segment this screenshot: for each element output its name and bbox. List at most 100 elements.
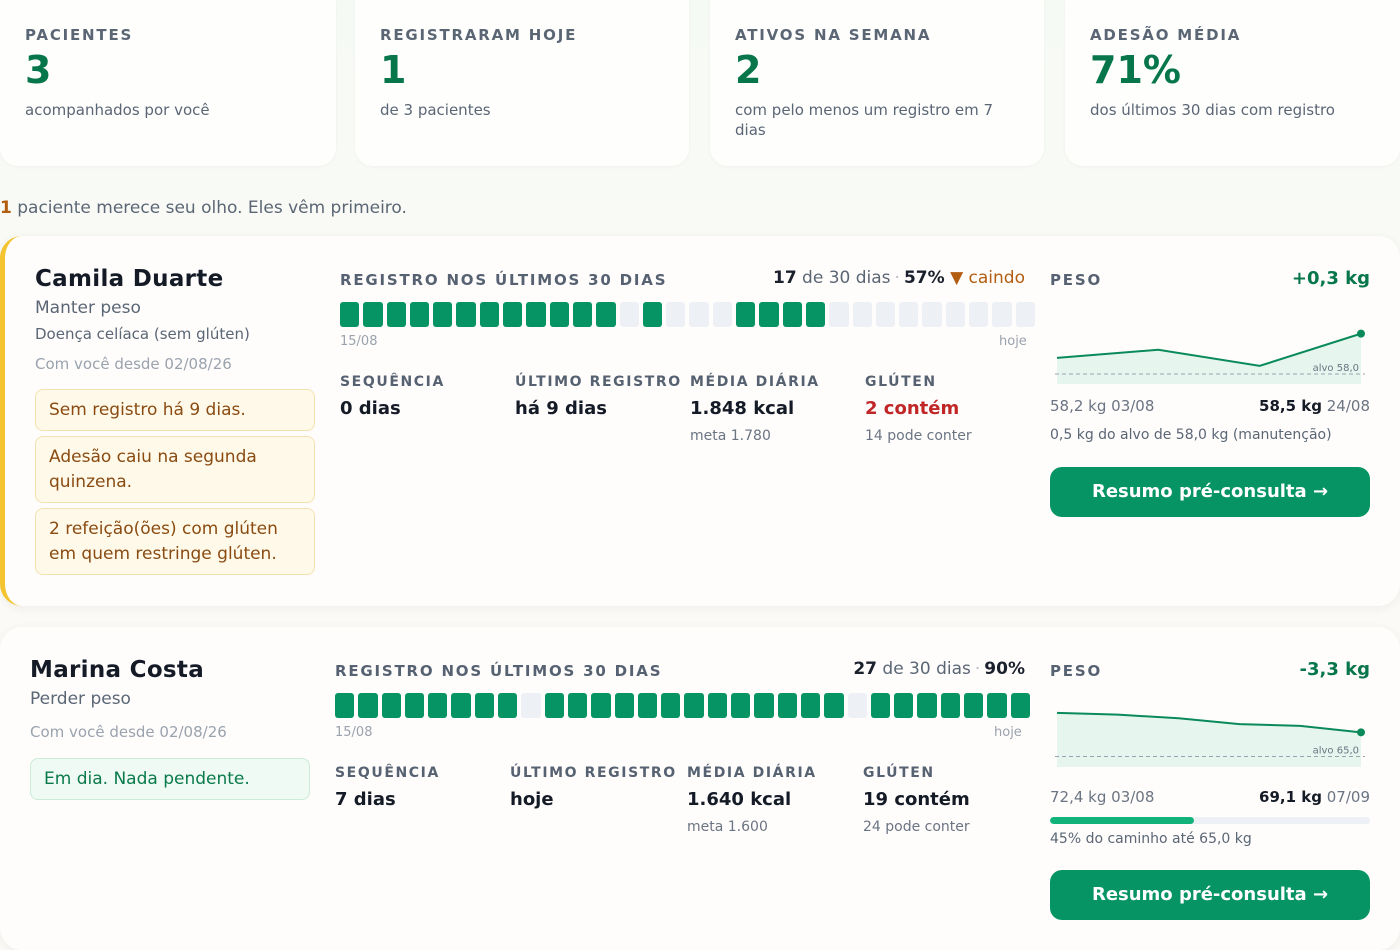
day-logged [381, 693, 401, 718]
day-logged [451, 693, 471, 718]
log-of: de 30 dias [796, 268, 891, 288]
day-logged [549, 302, 569, 327]
day-missed [969, 302, 989, 327]
metric-sub: 24 pode conter [863, 819, 970, 835]
log-percent: 90% [984, 659, 1025, 679]
day-logged [386, 302, 406, 327]
patient-name[interactable]: Camila Duarte [35, 266, 224, 292]
stat-label: REGISTRARAM HOJE [380, 26, 578, 44]
patient-since: Com você desde 02/08/26 [35, 355, 232, 373]
day-missed [521, 693, 541, 718]
stat-card-adherence: ADESÃO MÉDIA 71% dos últimos 30 dias com… [1065, 0, 1400, 166]
day-missed [852, 302, 872, 327]
day-logged [428, 693, 448, 718]
weight-note: 45% do caminho até 65,0 kg [1050, 831, 1252, 847]
day-logged [777, 693, 797, 718]
day-logged [358, 693, 378, 718]
metric-label: ÚLTIMO REGISTRO [510, 765, 677, 781]
metric-gluten: GLÚTEN 19 contém 24 pode conter [863, 765, 970, 835]
day-logged [456, 302, 476, 327]
metric-label: GLÚTEN [863, 765, 935, 781]
log-section-title: REGISTRO NOS ÚLTIMOS 30 DIAS [335, 662, 663, 680]
stat-label: ADESÃO MÉDIA [1090, 26, 1242, 44]
weight-section-title: PESO [1050, 662, 1102, 680]
patient-name[interactable]: Marina Costa [30, 657, 205, 683]
day-logged [479, 302, 500, 327]
day-logged [805, 302, 826, 327]
axis-start: 15/08 [335, 725, 373, 740]
pre-consult-summary-button[interactable]: Resumo pré-consulta → [1050, 870, 1370, 920]
day-missed [829, 302, 849, 327]
stat-value: 71% [1090, 48, 1181, 92]
day-logged [870, 693, 891, 718]
day-missed [945, 302, 966, 327]
axis-end: hoje [999, 334, 1027, 349]
metric-last-log: ÚLTIMO REGISTRO hoje [510, 765, 677, 810]
stat-card-logged-today: REGISTRARAM HOJE 1 de 3 pacientes [355, 0, 689, 166]
weight-delta: -3,3 kg [1299, 659, 1370, 680]
weight-section-title: PESO [1050, 271, 1102, 289]
day-missed [875, 302, 896, 327]
day-missed [992, 302, 1012, 327]
patient-card-marina[interactable]: Marina Costa Perder peso Com você desde … [0, 627, 1400, 950]
day-logged [754, 693, 774, 718]
log-count: 17 [772, 268, 797, 288]
log-summary: 17 de 30 dias · 57% ▼ caindo [772, 268, 1025, 288]
pre-consult-summary-button[interactable]: Resumo pré-consulta → [1050, 467, 1370, 517]
day-missed [847, 693, 867, 718]
day-logged [964, 693, 984, 718]
day-logged [637, 693, 658, 718]
patient-goal: Perder peso [30, 689, 131, 709]
day-logged [940, 693, 961, 718]
stat-card-active-week: ATIVOS NA SEMANA 2 com pelo menos um reg… [710, 0, 1044, 166]
day-logged [1010, 693, 1030, 718]
stat-value: 2 [735, 48, 762, 92]
day-logged [684, 693, 704, 718]
metric-daily-average: MÉDIA DIÁRIA 1.640 kcal meta 1.600 [687, 765, 817, 835]
day-logged [917, 693, 937, 718]
day-missed [712, 302, 733, 327]
weight-sparkline: alvo 65,0 [1055, 711, 1365, 767]
day-logged [335, 693, 355, 718]
stat-sub: de 3 pacientes [380, 101, 491, 119]
log-percent: 57% [903, 268, 945, 288]
metric-value: 19 contém [863, 789, 970, 810]
stat-label: PACIENTES [25, 26, 134, 44]
day-logged [363, 302, 383, 327]
day-missed [666, 302, 686, 327]
day-logged [404, 693, 425, 718]
weight-last-point [1357, 728, 1365, 737]
day-logged [591, 693, 611, 718]
day-logged [800, 693, 821, 718]
alert-flag: Adesão caiu na segunda quinzena. [35, 436, 315, 503]
day-logged [433, 302, 453, 327]
day-missed [619, 302, 639, 327]
metric-gluten: GLÚTEN 2 contém 14 pode conter [865, 374, 972, 444]
weight-note: 0,5 kg do alvo de 58,0 kg (manutenção) [1050, 427, 1332, 443]
day-missed [689, 302, 709, 327]
attention-message: 1 paciente merece seu olho. Eles vêm pri… [0, 198, 407, 218]
log-section-title: REGISTRO NOS ÚLTIMOS 30 DIAS [340, 271, 668, 289]
weight-delta: +0,3 kg [1291, 268, 1370, 289]
target-label: alvo 58,0 [1313, 363, 1359, 374]
metric-value: 7 dias [335, 789, 396, 810]
metric-value: hoje [510, 789, 554, 810]
stat-value: 3 [25, 48, 52, 92]
metric-label: ÚLTIMO REGISTRO [515, 374, 682, 390]
stat-label: ATIVOS NA SEMANA [735, 26, 932, 44]
day-logged [782, 302, 802, 327]
weight-sparkline: alvo 58,0 [1055, 329, 1365, 384]
weight-line [1056, 711, 1362, 734]
weight-end: 69,1 kg 07/09 [1259, 788, 1370, 806]
day-logged [503, 302, 523, 327]
patient-since: Com você desde 02/08/26 [30, 723, 227, 741]
weight-area [1057, 712, 1361, 767]
day-logged [544, 693, 564, 718]
status-flag: Em dia. Nada pendente. [30, 758, 310, 800]
attention-count: 1 [0, 198, 12, 218]
weight-end: 58,5 kg 24/08 [1259, 397, 1370, 415]
patient-card-camila[interactable]: Camila Duarte Manter peso Doença celíaca… [0, 236, 1400, 606]
day-logged [340, 302, 360, 327]
metric-value: 1.640 kcal [687, 789, 792, 810]
day-missed [922, 302, 942, 327]
